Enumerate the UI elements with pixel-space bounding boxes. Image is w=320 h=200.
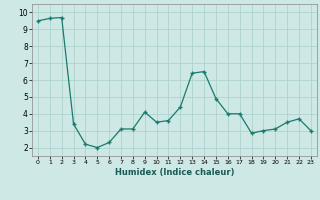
X-axis label: Humidex (Indice chaleur): Humidex (Indice chaleur) xyxy=(115,168,234,177)
